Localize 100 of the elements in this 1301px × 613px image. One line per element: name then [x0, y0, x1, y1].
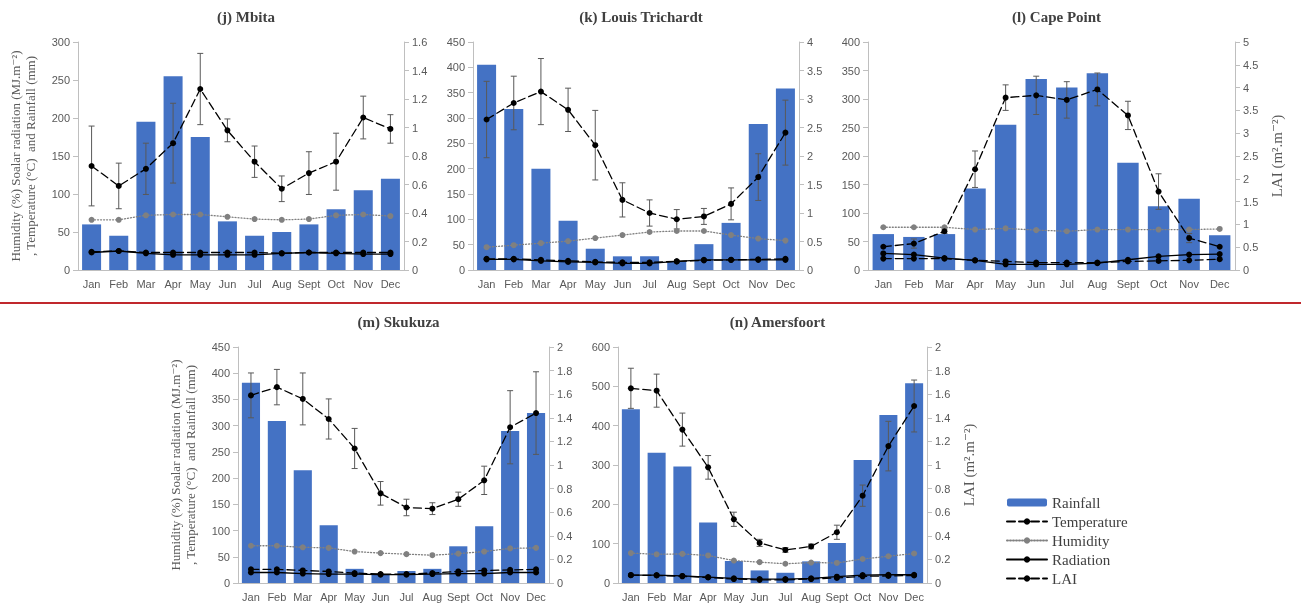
- y-tick-label: 350: [211, 393, 230, 406]
- y-tick-label: 250: [211, 445, 230, 458]
- x-tick-label: Dec: [1209, 277, 1230, 290]
- y-tick-label: 300: [51, 36, 70, 48]
- x-tick-label: Jul: [247, 277, 262, 290]
- y2-tick-label: 1.4: [935, 411, 951, 424]
- y-tick-label: 200: [446, 162, 465, 175]
- x-tick-label: Feb: [904, 277, 924, 290]
- y2-tick-label: 1.5: [1243, 195, 1259, 208]
- x-tick-label: Jul: [642, 277, 657, 290]
- x-tick-label: Apr: [699, 590, 718, 603]
- chart-title: (k) Louis Trichardt: [579, 8, 703, 26]
- x-tick-label: Jun: [750, 590, 769, 603]
- y2-tick-label: 0.4: [935, 529, 951, 542]
- x-tick-label: Jan: [477, 277, 496, 290]
- y2-tick-label: 0.8: [412, 150, 428, 162]
- y2-tick-label: 1: [935, 459, 942, 471]
- y-tick-label: 0: [603, 577, 610, 589]
- x-tick-label: Mar: [934, 277, 955, 290]
- x-tick-label: Dec: [526, 590, 547, 603]
- x-tick-label: Oct: [722, 277, 740, 290]
- y-tick-label: 300: [841, 93, 860, 105]
- y2-axis-title: LAI (m².m⁻²): [960, 423, 978, 507]
- y-tick-label: 350: [841, 64, 860, 77]
- y2-tick-label: 1.2: [557, 435, 573, 448]
- legend-label: LAI: [1052, 570, 1077, 587]
- x-tick-label: Mar: [672, 590, 693, 603]
- x-tick-label: Apr: [164, 277, 182, 290]
- x-tick-label: Nov: [1179, 277, 1200, 290]
- y-tick-label: 200: [211, 472, 230, 485]
- y2-tick-label: 0: [807, 264, 814, 276]
- x-tick-label: Dec: [904, 590, 925, 603]
- y2-tick-label: 0.8: [557, 482, 573, 495]
- y-tick-label: 400: [591, 419, 610, 432]
- y-tick-label: 50: [217, 550, 230, 563]
- y2-tick-label: 1: [1243, 218, 1250, 231]
- y2-tick-label: 1.8: [557, 364, 573, 377]
- chart-title: (n) Amersfoort: [729, 313, 826, 331]
- y-tick-label: 0: [223, 577, 230, 589]
- y2-tick-label: 1.5: [807, 178, 823, 191]
- y2-tick-label: 2: [1243, 172, 1250, 185]
- x-tick-label: May: [723, 590, 745, 603]
- y2-tick-label: 0.2: [412, 235, 428, 248]
- y2-tick-label: 3.5: [807, 64, 823, 77]
- x-tick-label: Apr: [966, 277, 984, 290]
- y2-tick-label: 0.5: [807, 235, 823, 248]
- y2-tick-label: 1.6: [935, 388, 951, 401]
- y2-tick-label: 0: [412, 264, 419, 276]
- x-tick-label: Mar: [293, 590, 313, 603]
- y2-tick-label: 2.5: [807, 121, 823, 134]
- x-tick-label: Nov: [353, 277, 374, 290]
- y-tick-label: 450: [211, 341, 230, 353]
- y-tick-label: 450: [446, 36, 465, 48]
- y2-tick-label: 0.4: [412, 207, 428, 219]
- y-tick-label: 500: [591, 380, 610, 393]
- y-tick-label: 0: [63, 264, 70, 276]
- y-tick-label: 50: [57, 226, 70, 238]
- legend-label: Humidity: [1052, 532, 1110, 549]
- y-tick-label: 250: [51, 74, 70, 86]
- x-tick-label: Nov: [878, 590, 899, 603]
- y2-tick-label: 0.6: [557, 506, 573, 519]
- y2-tick-label: 2: [935, 341, 942, 353]
- x-tick-label: Oct: [475, 590, 493, 603]
- x-tick-label: May: [189, 277, 212, 290]
- y2-tick-label: 0.6: [412, 178, 428, 191]
- y2-axis-title: LAI (m².m⁻²): [1268, 114, 1286, 198]
- y-axis-title: Humidity (%) Soalar radiation (MJ.m⁻²) , Temperature (°C) and Rainfall (mm): [8, 50, 38, 262]
- x-tick-label: Jan: [82, 277, 101, 290]
- x-tick-label: Aug: [422, 590, 443, 603]
- y2-tick-label: 1.4: [412, 64, 428, 77]
- y-tick-label: 600: [591, 341, 610, 353]
- y2-tick-label: 1.2: [412, 93, 428, 105]
- x-tick-label: Oct: [327, 277, 345, 290]
- y-tick-label: 100: [446, 213, 465, 226]
- y-tick-label: 100: [591, 537, 610, 550]
- y2-tick-label: 1.6: [557, 388, 573, 401]
- y-tick-label: 150: [446, 188, 465, 200]
- y-tick-label: 300: [211, 419, 230, 432]
- y2-tick-label: 4.5: [1243, 58, 1259, 71]
- y-tick-label: 250: [446, 137, 465, 150]
- y2-tick-label: 0: [1243, 264, 1250, 276]
- x-tick-label: Dec: [775, 277, 796, 290]
- y-tick-label: 400: [841, 36, 860, 48]
- y2-tick-label: 0.2: [557, 553, 573, 566]
- y2-tick-label: 1: [557, 459, 564, 471]
- x-tick-label: Jul: [1059, 277, 1074, 290]
- y-tick-label: 350: [446, 86, 465, 99]
- x-tick-label: Jun: [371, 590, 390, 603]
- x-tick-label: Feb: [267, 590, 287, 603]
- x-tick-label: Jul: [399, 590, 414, 603]
- x-tick-label: Mar: [136, 277, 156, 290]
- y2-tick-label: 1: [807, 207, 814, 219]
- y2-tick-label: 4: [1243, 81, 1250, 94]
- x-tick-label: Jan: [622, 590, 640, 603]
- legend-label: Rainfall: [1052, 494, 1101, 511]
- y-tick-label: 150: [51, 150, 70, 162]
- y2-tick-label: 0.4: [557, 529, 573, 542]
- y-tick-label: 50: [847, 235, 860, 248]
- x-tick-label: Jul: [778, 590, 793, 603]
- x-tick-label: Apr: [559, 277, 577, 290]
